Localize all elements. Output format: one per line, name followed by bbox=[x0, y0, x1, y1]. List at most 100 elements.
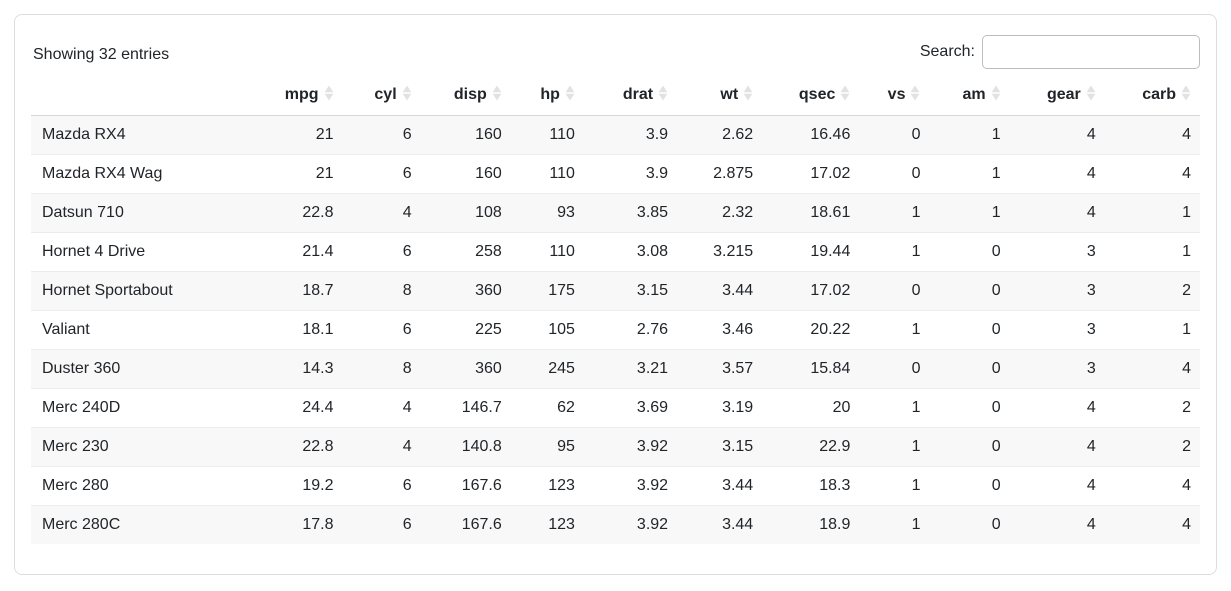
row-name-cell: Mazda RX4 Wag bbox=[31, 154, 254, 194]
column-header-vs[interactable]: vs bbox=[859, 74, 930, 116]
cell-qsec: 18.3 bbox=[762, 466, 860, 506]
row-name-cell: Merc 230 bbox=[31, 427, 254, 467]
cell-qsec: 20 bbox=[762, 388, 860, 428]
row-name-cell: Merc 280 bbox=[31, 466, 254, 506]
cell-wt: 3.46 bbox=[677, 310, 763, 350]
table-row: Mazda RX4 Wag 21 6 160 110 3.9 2.875 17.02 0 1 4 4 bbox=[31, 154, 1200, 194]
cell-mpg: 22.8 bbox=[253, 427, 343, 467]
sort-diamond-icon bbox=[402, 85, 412, 101]
cell-carb: 4 bbox=[1104, 154, 1200, 194]
cell-gear: 3 bbox=[1009, 271, 1105, 311]
cell-hp: 93 bbox=[510, 193, 584, 233]
cell-am: 0 bbox=[929, 466, 1010, 506]
cell-vs: 0 bbox=[859, 115, 930, 155]
column-header-qsec[interactable]: qsec bbox=[762, 74, 860, 116]
cell-cyl: 6 bbox=[342, 310, 421, 350]
column-header-cyl[interactable]: cyl bbox=[342, 74, 421, 116]
cell-hp: 245 bbox=[510, 349, 584, 389]
cell-gear: 4 bbox=[1009, 193, 1105, 233]
cell-qsec: 18.9 bbox=[819, 516, 851, 533]
cell-disp: 140.8 bbox=[420, 427, 511, 467]
cell-gear: 3 bbox=[1009, 232, 1105, 272]
cell-mpg: 18.7 bbox=[253, 271, 343, 311]
cell-drat: 3.69 bbox=[583, 388, 678, 428]
column-header-carb[interactable]: carb bbox=[1104, 74, 1200, 116]
cell-mpg: 17.8 bbox=[302, 516, 334, 533]
row-name-cell: Merc 240D bbox=[31, 388, 254, 428]
cell-gear: 4 bbox=[1009, 388, 1105, 428]
cell-mpg: 21 bbox=[253, 154, 343, 194]
column-label: vs bbox=[887, 86, 906, 103]
cell-hp: 110 bbox=[510, 154, 584, 194]
cell-drat: 2.76 bbox=[583, 310, 678, 350]
row-name-cell: Hornet Sportabout bbox=[31, 271, 254, 311]
cell-drat: 3.9 bbox=[583, 115, 678, 155]
cell-cyl: 4 bbox=[342, 427, 421, 467]
cell-qsec: 20.22 bbox=[762, 310, 860, 350]
column-header-wt[interactable]: wt bbox=[677, 74, 763, 116]
sort-diamond-icon bbox=[910, 85, 920, 101]
column-header-disp[interactable]: disp bbox=[420, 74, 511, 116]
cell-gear: 3 bbox=[1009, 310, 1105, 350]
table-row: Hornet Sportabout 18.7 8 360 175 3.15 3.44 17.0… bbox=[31, 271, 1200, 311]
cell-gear: 4 bbox=[1009, 154, 1105, 194]
cell-vs: 1 bbox=[859, 310, 930, 350]
cell-wt: 2.62 bbox=[677, 115, 763, 155]
cell-am: 0 bbox=[991, 516, 1001, 533]
cell-wt: 3.215 bbox=[677, 232, 763, 272]
cell-vs: 1 bbox=[859, 388, 930, 428]
cell-hp: 123 bbox=[548, 516, 575, 533]
column-header-drat[interactable]: drat bbox=[583, 74, 678, 116]
data-table-card: Showing 32 entries Search: mpg cyl disp hp d… bbox=[14, 14, 1217, 575]
cell-am: 0 bbox=[929, 271, 1010, 311]
cell-vs: 1 bbox=[911, 516, 921, 533]
cell-am: 1 bbox=[929, 154, 1010, 194]
table-row: Merc 280C 17.8 6 167.6 123 3.92 3.44 18.9 1 0 4 4 bbox=[31, 505, 1200, 544]
column-header-mpg[interactable]: mpg bbox=[253, 74, 343, 116]
cell-vs: 1 bbox=[859, 466, 930, 506]
sort-diamond-icon bbox=[658, 85, 668, 101]
cell-disp: 167.6 bbox=[420, 466, 511, 506]
cell-am: 0 bbox=[929, 310, 1010, 350]
cell-drat: 3.92 bbox=[583, 427, 678, 467]
sort-diamond-icon bbox=[1181, 85, 1191, 101]
cell-wt: 3.44 bbox=[677, 466, 763, 506]
cell-gear: 4 bbox=[1009, 115, 1105, 155]
cell-drat: 3.9 bbox=[583, 154, 678, 194]
sort-diamond-icon bbox=[1086, 85, 1096, 101]
cell-carb: 4 bbox=[1104, 466, 1200, 506]
cell-hp: 105 bbox=[510, 310, 584, 350]
cell-qsec: 15.84 bbox=[762, 349, 860, 389]
cell-wt: 3.44 bbox=[722, 516, 754, 533]
cell-drat: 3.08 bbox=[583, 232, 678, 272]
cell-wt: 3.44 bbox=[677, 271, 763, 311]
cell-carb: 4 bbox=[1104, 115, 1200, 155]
cell-carb: 2 bbox=[1104, 388, 1200, 428]
column-header-hp[interactable]: hp bbox=[510, 74, 584, 116]
cell-gear: 3 bbox=[1009, 349, 1105, 389]
cell-wt: 3.19 bbox=[677, 388, 763, 428]
cell-am: 0 bbox=[929, 427, 1010, 467]
column-header-gear[interactable]: gear bbox=[1009, 74, 1105, 116]
cell-drat: 3.92 bbox=[583, 466, 678, 506]
cell-am: 0 bbox=[929, 232, 1010, 272]
table-row: Mazda RX4 21 6 160 110 3.9 2.62 16.46 0 1 4 4 bbox=[31, 115, 1200, 155]
cell-disp: 160 bbox=[420, 115, 511, 155]
column-label: drat bbox=[622, 86, 654, 103]
table-body: Mazda RX4 21 6 160 110 3.9 2.62 16.46 0 1 4 4 Mazda … bbox=[31, 115, 1200, 544]
cell-gear: 4 bbox=[1086, 516, 1096, 533]
sort-diamond-icon bbox=[324, 85, 334, 101]
data-table: mpg cyl disp hp drat wt qsec vs am gear carb Mazda… bbox=[31, 74, 1200, 544]
cell-vs: 1 bbox=[859, 193, 930, 233]
search-input[interactable] bbox=[982, 35, 1200, 69]
cell-vs: 1 bbox=[859, 427, 930, 467]
table-row: Merc 230 22.8 4 140.8 95 3.92 3.15 22.9 1 0 4 2 bbox=[31, 427, 1200, 467]
column-header-am[interactable]: am bbox=[929, 74, 1010, 116]
column-label: carb bbox=[1142, 86, 1176, 103]
table-scroll-area[interactable]: mpg cyl disp hp drat wt qsec vs am gear carb Mazda… bbox=[31, 74, 1200, 564]
cell-hp: 175 bbox=[510, 271, 584, 311]
cell-cyl: 6 bbox=[342, 115, 421, 155]
row-name-cell: Duster 360 bbox=[31, 349, 254, 389]
cell-carb: 1 bbox=[1104, 193, 1200, 233]
cell-carb: 1 bbox=[1104, 310, 1200, 350]
